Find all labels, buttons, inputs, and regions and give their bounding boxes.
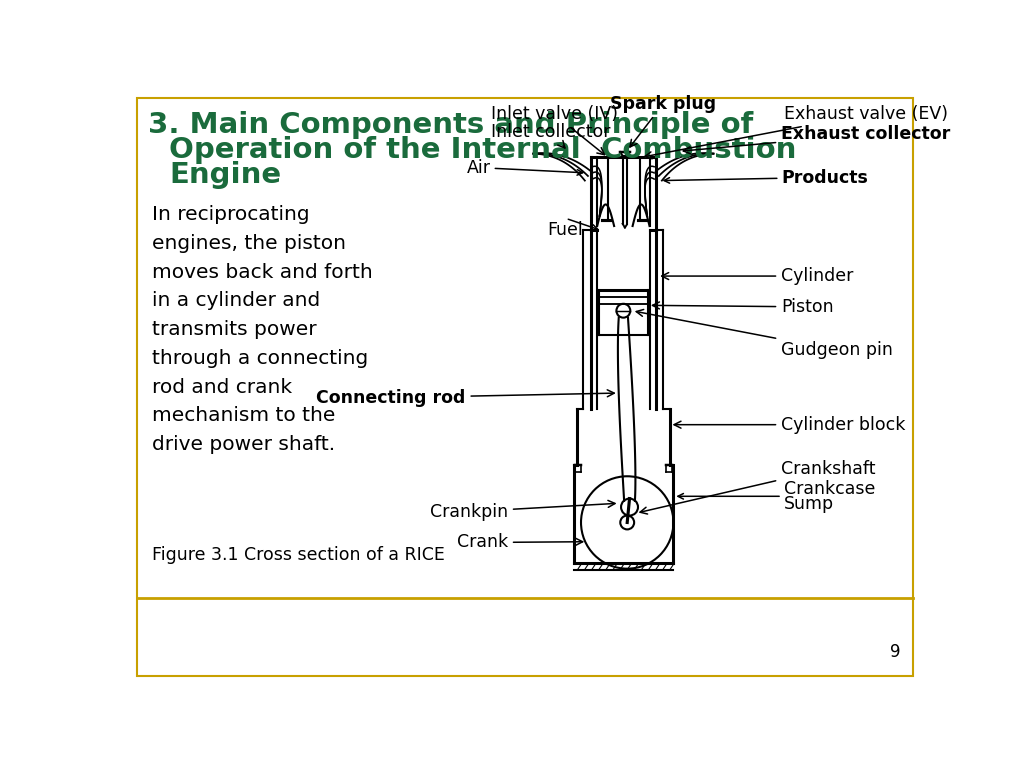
Text: Piston: Piston xyxy=(652,298,834,316)
Text: Connecting rod: Connecting rod xyxy=(316,389,614,407)
Text: Exhaust valve (EV): Exhaust valve (EV) xyxy=(645,105,947,159)
Text: Products: Products xyxy=(781,170,868,187)
Text: Engine: Engine xyxy=(169,160,282,189)
Text: 9: 9 xyxy=(890,643,900,661)
Text: In reciprocating
engines, the piston
moves back and forth
in a cylinder and
tran: In reciprocating engines, the piston mov… xyxy=(153,206,373,454)
Text: Fuel: Fuel xyxy=(548,221,584,239)
Text: Crankpin: Crankpin xyxy=(430,500,615,521)
Text: Inlet collector: Inlet collector xyxy=(490,123,610,148)
Text: Crankcase: Crankcase xyxy=(783,479,874,498)
Text: Crankshaft: Crankshaft xyxy=(640,459,876,514)
Text: Inlet valve (IV): Inlet valve (IV) xyxy=(490,105,617,155)
Text: Gudgeon pin: Gudgeon pin xyxy=(636,309,893,359)
Text: 3. Main Components and Principle of: 3. Main Components and Principle of xyxy=(147,111,753,140)
Text: Crank: Crank xyxy=(457,534,583,551)
Text: Operation of the Internal  Combustion: Operation of the Internal Combustion xyxy=(169,136,797,164)
Text: Cylinder: Cylinder xyxy=(662,267,854,285)
Text: Cylinder block: Cylinder block xyxy=(674,416,905,433)
Text: Figure 3.1 Cross section of a RICE: Figure 3.1 Cross section of a RICE xyxy=(153,545,445,564)
Text: Sump: Sump xyxy=(783,495,834,513)
Text: Spark plug: Spark plug xyxy=(610,94,717,147)
Text: Air: Air xyxy=(467,160,490,177)
Text: Exhaust collector: Exhaust collector xyxy=(683,125,950,153)
